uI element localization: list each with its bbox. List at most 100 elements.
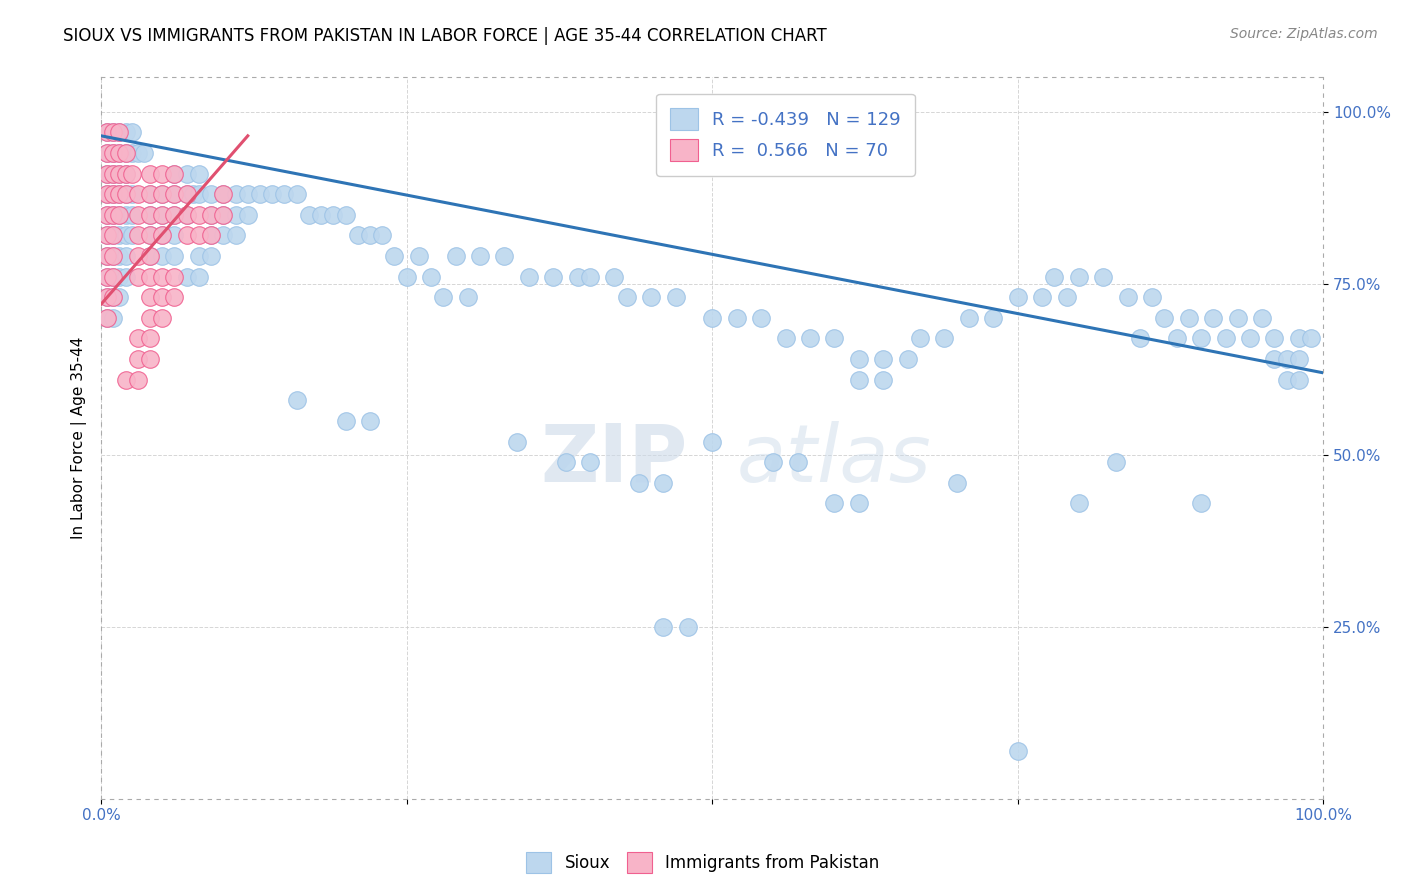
Point [1288, 373, 1310, 387]
Text: Source: ZipAtlas.com: Source: ZipAtlas.com [1230, 27, 1378, 41]
Point [848, 373, 870, 387]
Point [163, 208, 186, 222]
Point [150, 269, 173, 284]
Point [121, 208, 143, 222]
Point [150, 187, 173, 202]
Point [725, 310, 748, 325]
Point [108, 125, 131, 139]
Point [114, 373, 136, 387]
Point [163, 167, 186, 181]
Point [114, 125, 136, 139]
Point [163, 187, 186, 202]
Point [749, 310, 772, 325]
Point [139, 310, 162, 325]
Point [225, 187, 247, 202]
Point [1092, 269, 1115, 284]
Point [236, 208, 259, 222]
Point [543, 269, 565, 284]
Point [420, 269, 443, 284]
Point [1140, 290, 1163, 304]
Point [1166, 331, 1188, 345]
Point [603, 269, 626, 284]
Point [163, 167, 186, 181]
Point [468, 249, 491, 263]
Point [212, 187, 235, 202]
Point [139, 187, 162, 202]
Point [1251, 310, 1274, 325]
Point [176, 187, 198, 202]
Point [225, 208, 247, 222]
Point [108, 290, 131, 304]
Point [121, 167, 143, 181]
Point [127, 249, 149, 263]
Point [96, 310, 118, 325]
Point [108, 187, 131, 202]
Point [981, 310, 1004, 325]
Point [96, 310, 118, 325]
Point [176, 187, 198, 202]
Point [567, 269, 589, 284]
Point [108, 167, 131, 181]
Point [309, 208, 332, 222]
Point [96, 125, 118, 139]
Point [335, 208, 357, 222]
Point [96, 146, 118, 161]
Point [1007, 744, 1029, 758]
Point [103, 290, 125, 304]
Point [262, 187, 284, 202]
Point [212, 187, 235, 202]
Point [181, 187, 204, 202]
Point [1215, 331, 1237, 345]
Point [121, 187, 143, 202]
Point [139, 352, 162, 367]
Point [150, 228, 173, 243]
Point [114, 146, 136, 161]
Point [322, 208, 344, 222]
Point [96, 269, 118, 284]
Point [96, 167, 118, 181]
Point [139, 290, 162, 304]
Point [786, 455, 808, 469]
Point [96, 187, 118, 202]
Point [103, 228, 125, 243]
Point [408, 249, 430, 263]
Point [108, 187, 131, 202]
Point [150, 290, 173, 304]
Point [384, 249, 406, 263]
Point [664, 290, 686, 304]
Point [139, 167, 162, 181]
Point [187, 208, 209, 222]
Point [150, 187, 173, 202]
Point [823, 331, 845, 345]
Point [108, 146, 131, 161]
Point [114, 187, 136, 202]
Point [1263, 331, 1285, 345]
Point [359, 414, 381, 428]
Point [1275, 352, 1298, 367]
Point [114, 269, 136, 284]
Point [395, 269, 418, 284]
Point [848, 352, 870, 367]
Point [249, 187, 271, 202]
Point [1299, 331, 1322, 345]
Point [432, 290, 454, 304]
Point [225, 228, 247, 243]
Point [176, 228, 198, 243]
Point [200, 208, 222, 222]
Point [163, 249, 186, 263]
Point [96, 146, 118, 161]
Point [139, 249, 162, 263]
Point [96, 187, 118, 202]
Point [273, 187, 295, 202]
Point [103, 310, 125, 325]
Point [517, 269, 540, 284]
Point [121, 228, 143, 243]
Point [1178, 310, 1201, 325]
Point [1007, 290, 1029, 304]
Point [163, 228, 186, 243]
Y-axis label: In Labor Force | Age 35-44: In Labor Force | Age 35-44 [72, 337, 87, 540]
Point [1067, 269, 1090, 284]
Point [108, 269, 131, 284]
Point [163, 187, 186, 202]
Point [945, 475, 967, 490]
